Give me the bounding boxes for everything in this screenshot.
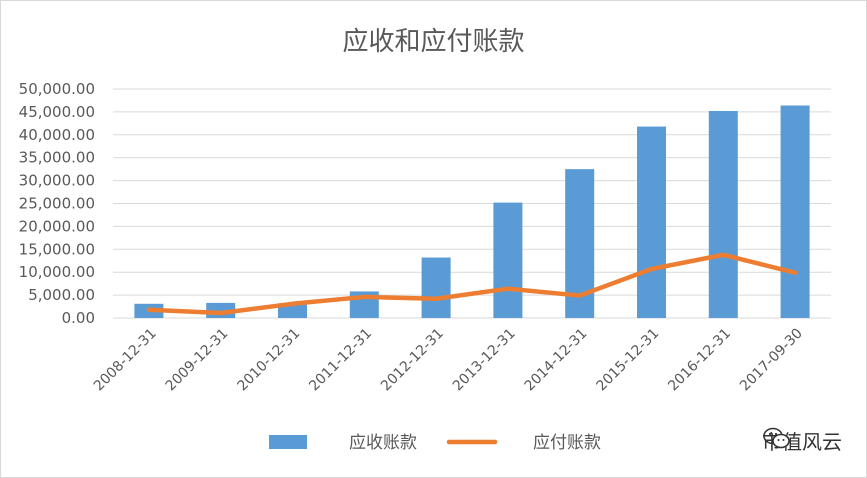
bar	[421, 257, 451, 318]
legend: 应收账款 应付账款	[269, 433, 601, 453]
x-tick-label: 2009-12-31	[163, 326, 232, 395]
y-tick-label: 10,000.00	[19, 263, 95, 281]
legend-swatch-bar	[269, 435, 307, 449]
watermark: 市值风云	[762, 426, 842, 455]
legend-label: 应付账款	[533, 433, 601, 453]
y-tick-label: 40,000.00	[19, 126, 95, 144]
wechat-icon	[763, 427, 790, 449]
x-tick-label: 2013-12-31	[450, 326, 519, 395]
x-tick-label: 2012-12-31	[378, 326, 447, 395]
x-tick-label: 2017-09-30	[737, 326, 806, 395]
bar	[637, 126, 666, 318]
y-axis-ticks: 0.00 5,000.00 10,000.00 15,000.00 20,000.00 2…	[19, 80, 95, 327]
x-tick-label: 2010-12-31	[234, 326, 303, 395]
y-tick-label: 0.00	[62, 309, 95, 327]
x-tick-label: 2008-12-31	[91, 326, 160, 395]
y-tick-label: 25,000.00	[19, 195, 95, 213]
x-tick-label: 2011-12-31	[306, 326, 375, 395]
y-tick-label: 15,000.00	[19, 240, 95, 258]
y-tick-label: 5,000.00	[28, 286, 95, 304]
x-tick-label: 2014-12-31	[522, 326, 591, 395]
x-axis-ticks: 2008-12-31 2009-12-31 2010-12-31 2011-12-31…	[91, 326, 806, 395]
y-tick-label: 35,000.00	[19, 149, 95, 167]
y-tick-label: 45,000.00	[19, 103, 95, 121]
series-line	[146, 252, 798, 316]
x-tick-label: 2016-12-31	[665, 326, 734, 395]
legend-label: 应收账款	[349, 433, 417, 453]
y-tick-label: 20,000.00	[19, 217, 95, 235]
bar	[493, 202, 523, 318]
chart-title: 应收和应付账款	[342, 27, 525, 57]
y-tick-label: 50,000.00	[19, 80, 95, 98]
bar-series	[134, 105, 810, 318]
x-tick-label: 2015-12-31	[593, 326, 662, 395]
bar	[708, 110, 738, 318]
bar	[780, 105, 810, 318]
y-tick-label: 30,000.00	[19, 172, 95, 190]
line-series	[146, 252, 798, 316]
bar	[278, 303, 307, 318]
